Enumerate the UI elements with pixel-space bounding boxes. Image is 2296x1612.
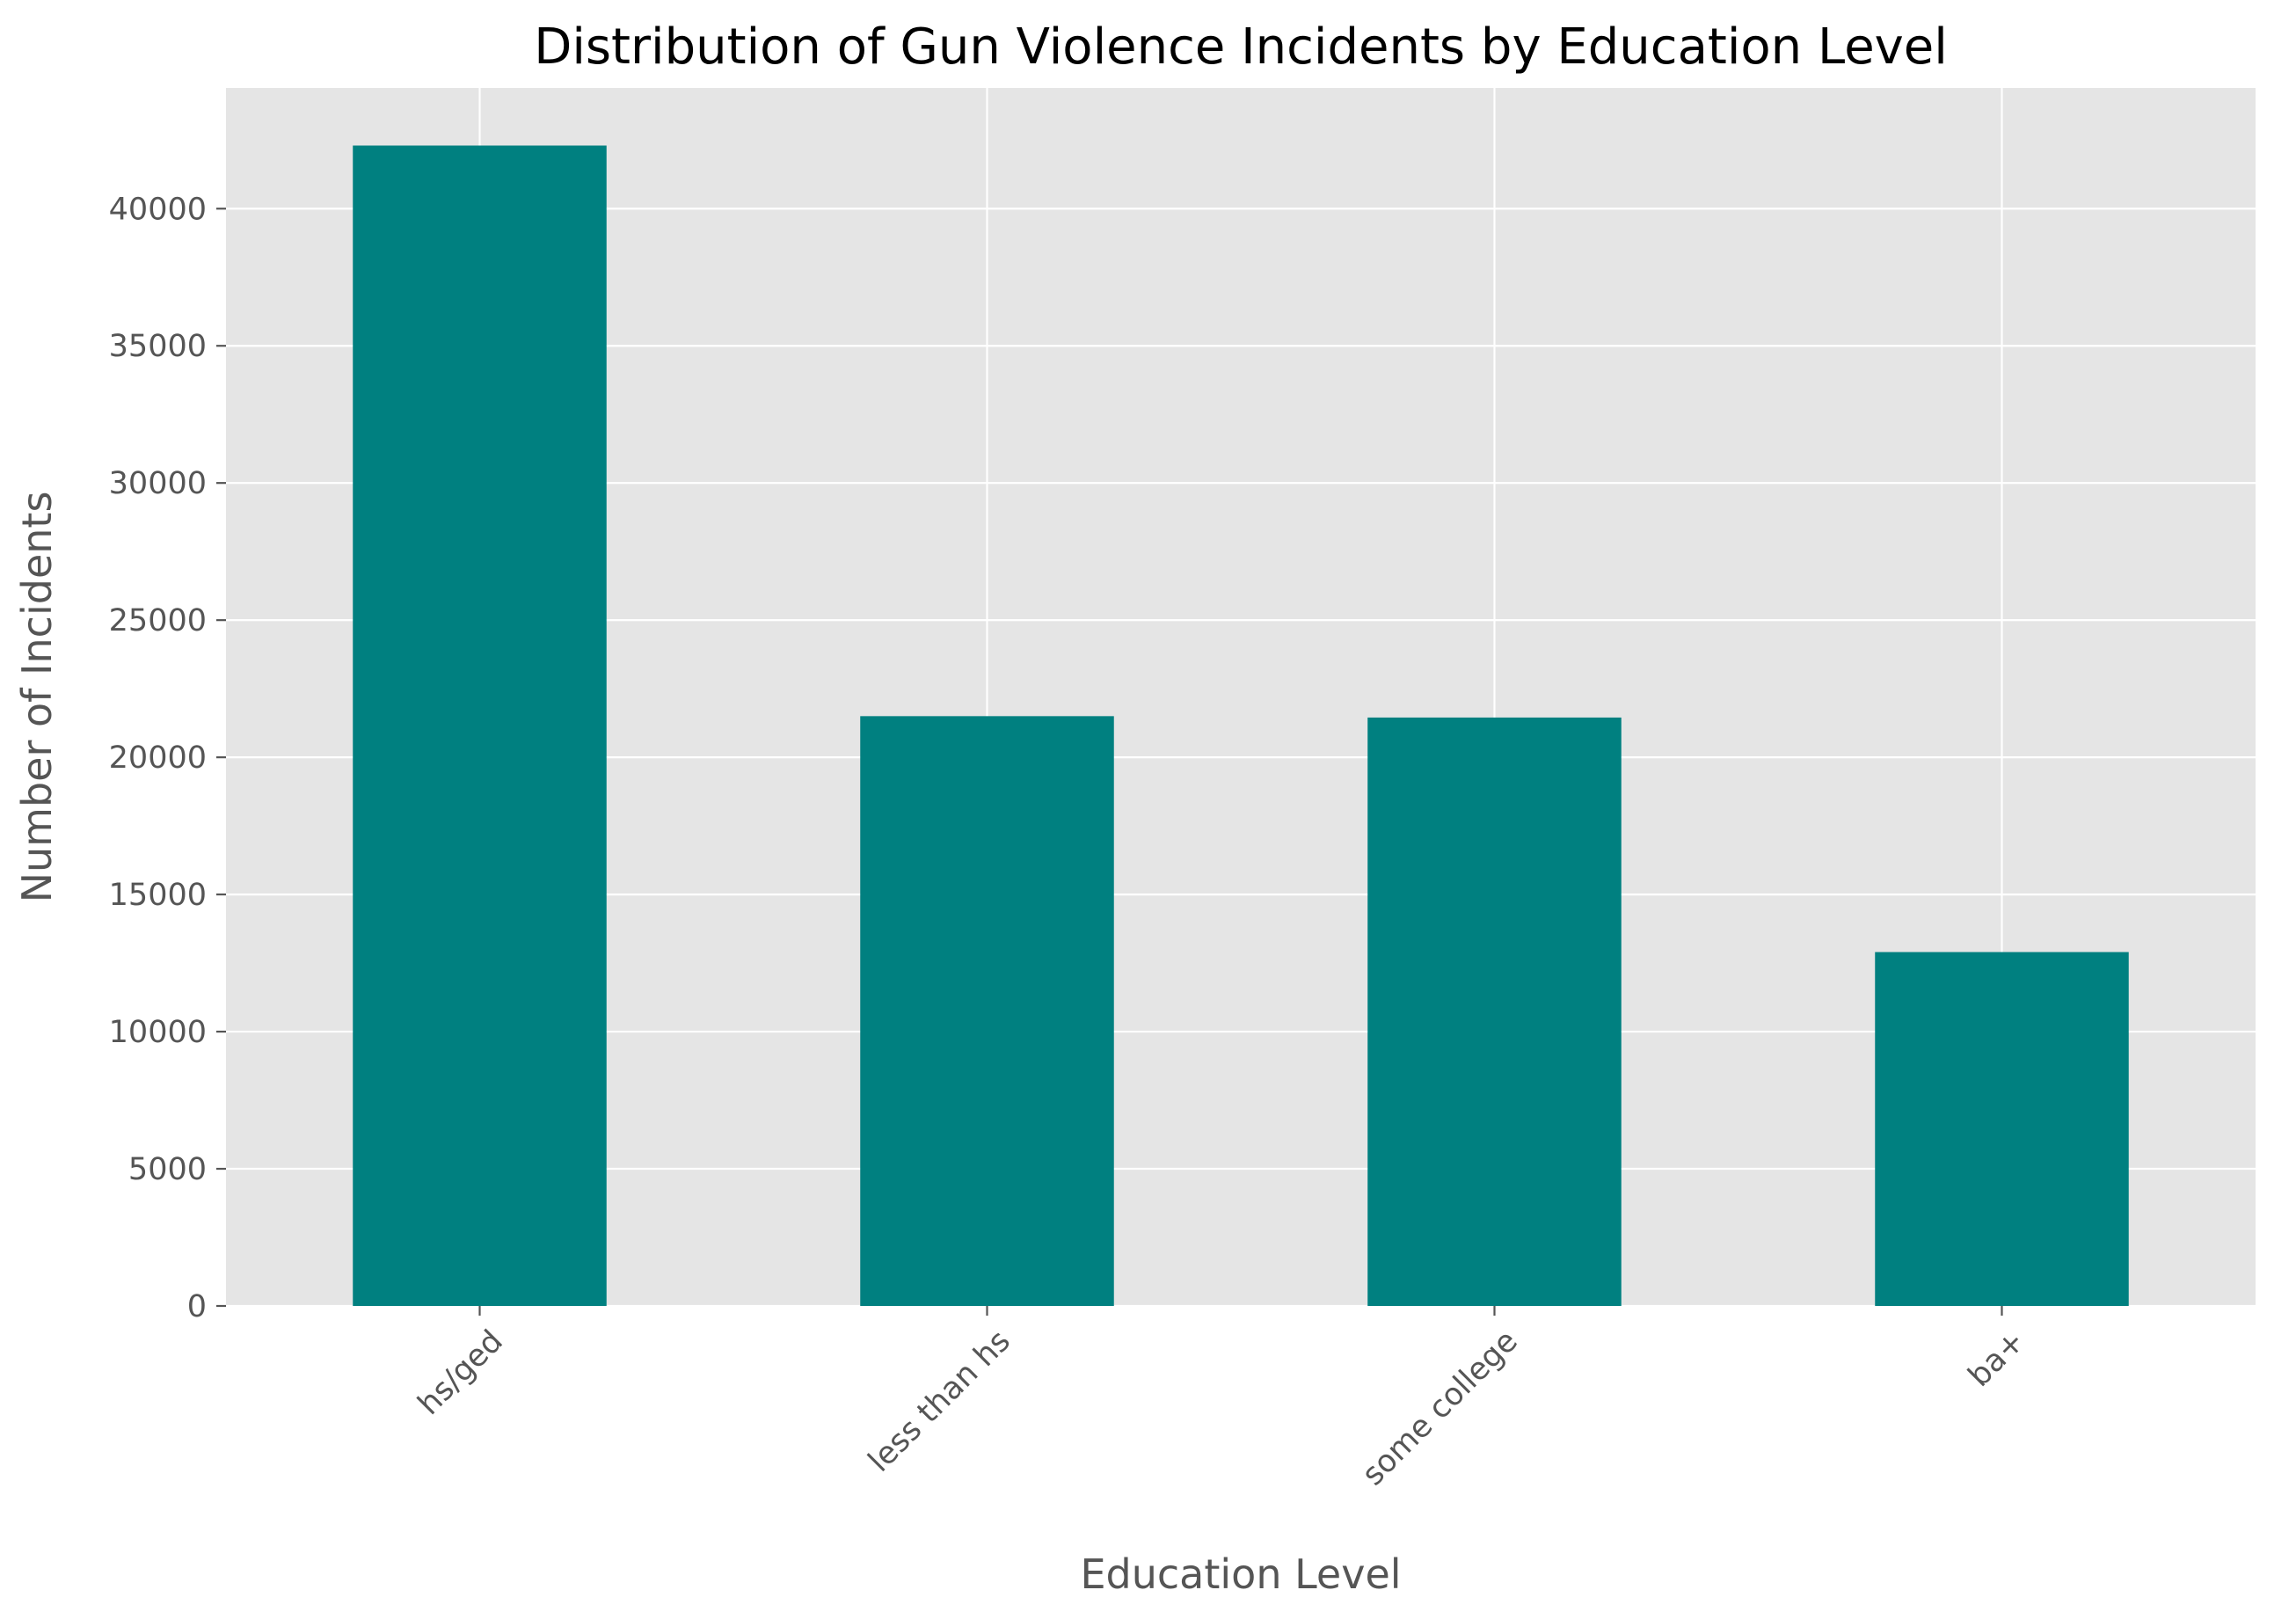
y-axis-label: Number of Incidents [13, 492, 61, 903]
y-tick-label: 40000 [109, 192, 207, 227]
bars [353, 145, 2129, 1307]
y-tick-label: 25000 [109, 603, 207, 638]
y-tick-label: 10000 [109, 1015, 207, 1050]
y-tick-label: 30000 [109, 466, 207, 501]
x-axis-label: Education Level [1080, 1550, 1401, 1598]
bar-some-college [1367, 717, 1622, 1306]
bar-ba [1875, 952, 2129, 1306]
y-tick-label: 0 [187, 1289, 207, 1324]
y-tick-label: 35000 [109, 329, 207, 364]
chart-title: Distribution of Gun Violence Incidents b… [534, 18, 1948, 76]
y-tick-label: 5000 [128, 1152, 207, 1187]
y-tick-label: 15000 [109, 878, 207, 913]
bar-less-than-hs [860, 716, 1114, 1306]
y-tick-label: 20000 [109, 740, 207, 776]
bar-hs-ged [353, 145, 607, 1307]
